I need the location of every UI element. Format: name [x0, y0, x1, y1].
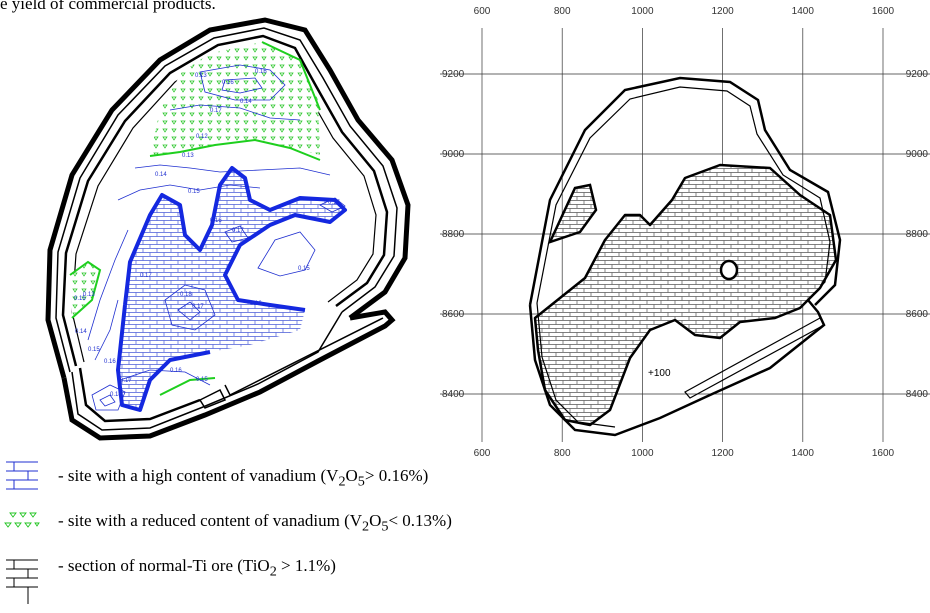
- x-tick-label: 1200: [711, 448, 734, 459]
- x-tick-label: 1000: [631, 6, 654, 17]
- y-tick-label: 9200: [906, 69, 929, 80]
- svg-text:0.13: 0.13: [195, 73, 207, 79]
- y-tick-label: 8800: [442, 229, 465, 240]
- y-tick-label: 9200: [442, 69, 465, 80]
- y-tick-label: 9000: [906, 149, 929, 160]
- y-tick-labels-right: 9200 9000 8800 8600 8400: [906, 69, 929, 400]
- pit-outline-right: [528, 76, 842, 437]
- titanium-ore-grid-map: 600 800 1000 1200 1400 1600 600 800 1000 1200 140…: [440, 6, 930, 459]
- vanadium-distribution-map: 0.13 0.16 0.16 0.14 0.17 0.12 0.13 0.14 …: [45, 17, 411, 441]
- svg-text:0.12: 0.12: [196, 134, 208, 140]
- y-tick-label: 8600: [906, 309, 929, 320]
- x-tick-label: 1600: [872, 448, 895, 459]
- svg-text:0.15: 0.15: [196, 377, 208, 383]
- svg-text:0.16: 0.16: [104, 359, 116, 365]
- ore-hole: [719, 259, 739, 281]
- svg-text:0.17: 0.17: [120, 378, 132, 384]
- svg-text:0.17: 0.17: [210, 108, 222, 114]
- y-tick-label: 8600: [442, 309, 465, 320]
- low-vanadium-zone-top: [150, 42, 320, 156]
- x-tick-label: 800: [554, 6, 571, 17]
- x-tick-label: 1400: [792, 448, 815, 459]
- x-tick-label: 1600: [872, 6, 895, 17]
- y-tick-label: 8400: [906, 389, 929, 400]
- x-tick-label: 600: [474, 6, 491, 17]
- svg-text:0.15: 0.15: [188, 189, 200, 195]
- legend-label-low-vanadium: - site with a reduced content of vanadiu…: [58, 511, 452, 535]
- x-tick-label: 1200: [711, 6, 734, 17]
- svg-text:0.16: 0.16: [250, 301, 262, 307]
- svg-text:0.15: 0.15: [74, 296, 86, 302]
- brick-hatch-black-icon: [6, 559, 38, 604]
- legend-row-normal-ti: - section of normal-Ti ore (TiO2 > 1.1%): [0, 556, 700, 604]
- brick-hatch-blue-icon: [6, 461, 38, 490]
- legend-label-normal-ti: - section of normal-Ti ore (TiO2 > 1.1%): [58, 556, 336, 580]
- svg-text:0.13: 0.13: [83, 292, 95, 298]
- svg-text:0.18: 0.18: [110, 392, 122, 398]
- y-tick-labels-left: 9200 9000 8800 8600 8400: [442, 69, 465, 400]
- low-vanadium-boundary: [69, 41, 321, 396]
- svg-text:0.14: 0.14: [75, 329, 87, 335]
- svg-text:0.17: 0.17: [328, 200, 340, 206]
- svg-text:0.17: 0.17: [232, 228, 244, 234]
- elevation-label: +100: [648, 368, 671, 379]
- svg-text:0.13: 0.13: [182, 153, 194, 159]
- y-tick-label: 8800: [906, 229, 929, 240]
- svg-text:0.16: 0.16: [255, 69, 267, 75]
- triangle-hatch-green-icon: [4, 512, 40, 528]
- svg-text:0.14: 0.14: [155, 172, 167, 178]
- svg-text:0.15: 0.15: [88, 347, 100, 353]
- svg-text:0.16: 0.16: [222, 80, 234, 86]
- ore-patch-upper-left: [547, 183, 598, 245]
- legend-row-low-vanadium: - site with a reduced content of vanadiu…: [0, 505, 700, 545]
- x-tick-labels-top: 600 800 1000 1200 1400 1600: [474, 6, 895, 17]
- svg-text:0.16: 0.16: [170, 368, 182, 374]
- contour-labels: 0.13 0.16 0.16 0.14 0.17 0.12 0.13 0.14 …: [74, 69, 340, 398]
- x-tick-labels-bottom: 600 800 1000 1200 1400 1600: [474, 448, 895, 459]
- x-tick-label: 1400: [792, 6, 815, 17]
- header-text-fragment: e yield of commercial products.: [0, 0, 216, 13]
- svg-text:0.17: 0.17: [192, 304, 204, 310]
- legend-row-high-vanadium: - site with a high content of vanadium (…: [0, 458, 700, 498]
- x-tick-label: 600: [474, 448, 491, 459]
- svg-text:0.15: 0.15: [298, 266, 310, 272]
- svg-text:0.18: 0.18: [180, 292, 192, 298]
- legend-label-high-vanadium: - site with a high content of vanadium (…: [58, 466, 429, 490]
- svg-text:0.16: 0.16: [210, 218, 222, 224]
- low-vanadium-zone-left: [70, 262, 100, 318]
- svg-text:0.14: 0.14: [240, 99, 252, 105]
- x-tick-label: 800: [554, 448, 571, 459]
- high-vanadium-boundary: [116, 166, 347, 412]
- y-tick-label: 9000: [442, 149, 465, 160]
- x-tick-label: 1000: [631, 448, 654, 459]
- svg-text:0.17: 0.17: [140, 273, 152, 279]
- y-tick-label: 8400: [442, 389, 465, 400]
